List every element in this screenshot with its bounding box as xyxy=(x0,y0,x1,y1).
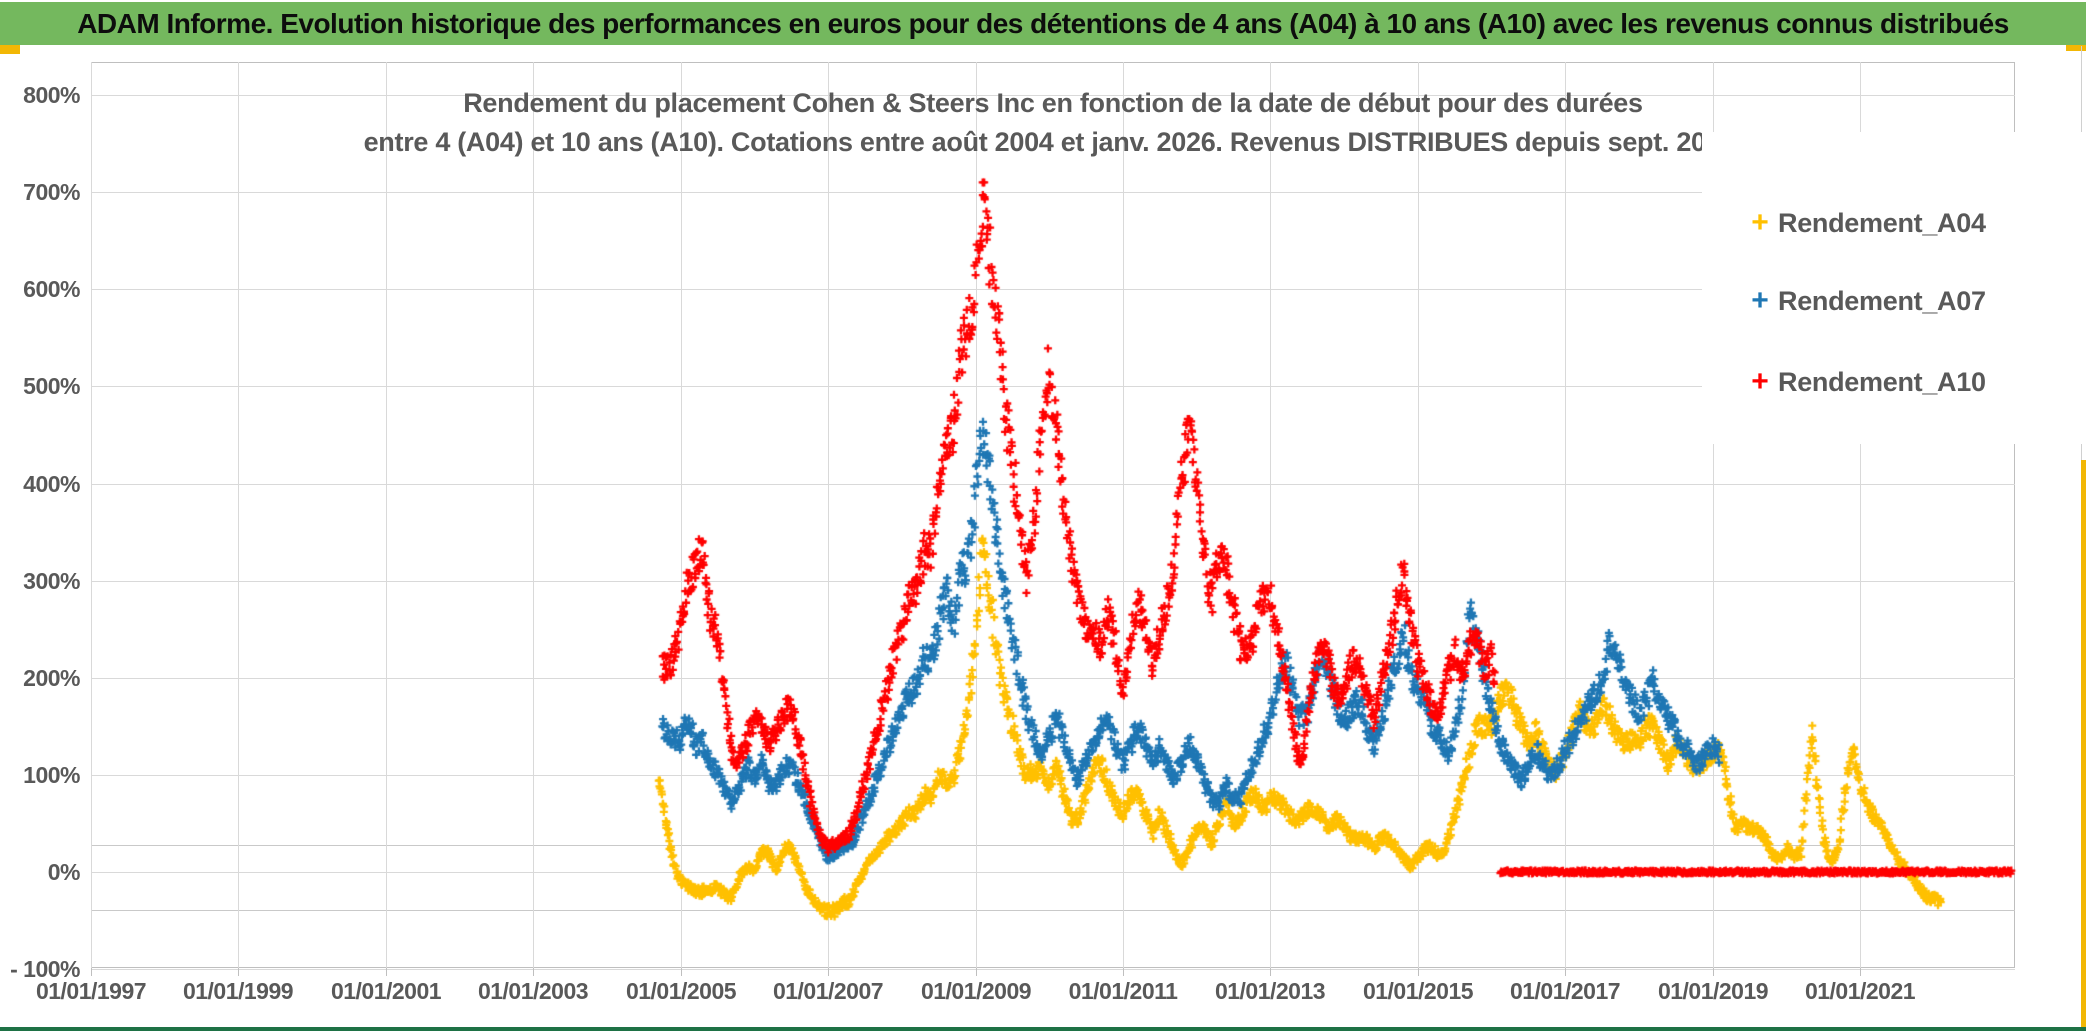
plus-marker-icon: + xyxy=(1751,365,1769,398)
plus-marker-icon: + xyxy=(1751,284,1769,317)
chart-title: Rendement du placement Cohen & Steers In… xyxy=(91,84,2015,162)
plus-marker-icon: + xyxy=(1751,206,1769,239)
legend-item-Rendement_A07[interactable]: + Rendement_A07 xyxy=(1742,281,1986,321)
legend-item-Rendement_A10[interactable]: + Rendement_A10 xyxy=(1742,362,1986,402)
chart-title-line1: Rendement du placement Cohen & Steers In… xyxy=(463,88,1643,118)
legend-item-Rendement_A04[interactable]: + Rendement_A04 xyxy=(1742,203,1986,243)
chart-title-line2: entre 4 (A04) et 10 ans (A10). Cotations… xyxy=(363,127,1743,157)
legend-label: Rendement_A04 xyxy=(1778,207,1986,238)
legend-label: Rendement_A10 xyxy=(1778,366,1986,397)
legend: + Rendement_A04 + Rendement_A07 + Rendement_A… xyxy=(1702,132,2082,444)
legend-label: Rendement_A07 xyxy=(1778,285,1986,316)
